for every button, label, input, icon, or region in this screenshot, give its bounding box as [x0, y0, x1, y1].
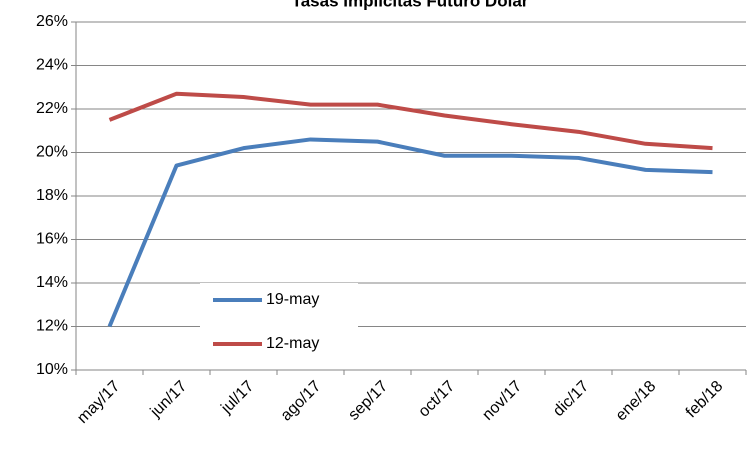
x-tick-label: sep/17: [345, 378, 391, 424]
x-tick-label: ago/17: [278, 378, 325, 425]
y-tick-label: 24%: [36, 57, 68, 74]
line: [108, 91, 713, 151]
x-tick-label: dic/17: [550, 378, 592, 420]
x-tick-label: may/17: [74, 378, 123, 427]
y-tick-label: 10%: [36, 361, 68, 378]
y-tick-label: 22%: [36, 100, 68, 117]
x-tick-label: jul/17: [218, 378, 258, 418]
y-tick-label: 12%: [36, 318, 68, 335]
x-tick-label: jun/17: [147, 378, 191, 422]
legend: 19-may 12-may: [200, 283, 358, 357]
x-tick-label: feb/18: [683, 378, 727, 422]
line: [107, 137, 713, 328]
x-tick-label: nov/17: [479, 378, 525, 424]
y-tick-label: 18%: [36, 187, 68, 204]
y-tick-label: 16%: [36, 231, 68, 248]
legend-label: 12-may: [266, 335, 319, 352]
x-tick-label: oct/17: [415, 378, 458, 421]
x-tick-label: ene/18: [613, 378, 660, 425]
y-tick-label: 26%: [36, 13, 68, 30]
chart-title: Tasas Implícitas Futuro Dólar: [292, 0, 529, 10]
y-tick-label: 20%: [36, 144, 68, 161]
legend-label: 19-may: [266, 291, 319, 308]
y-tick-label: 14%: [36, 274, 68, 291]
